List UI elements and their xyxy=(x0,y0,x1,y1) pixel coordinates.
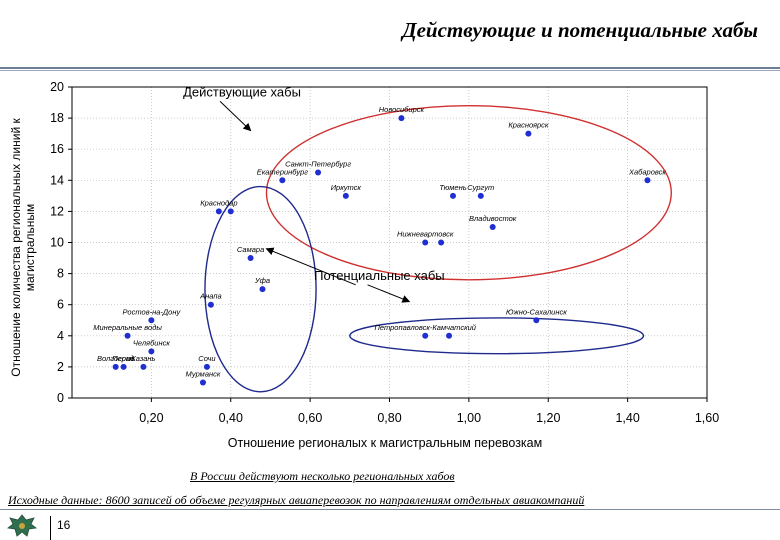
hub-ellipse xyxy=(204,185,317,393)
data-point-label: Тюмень xyxy=(439,183,466,192)
data-point-label: Челябинск xyxy=(133,338,170,347)
data-point-label: Сочи xyxy=(198,354,216,363)
y-tick-label: 16 xyxy=(50,142,64,156)
data-point-label: Владивосток xyxy=(469,214,517,223)
scatter-chart: 0 2 4 6 8 10 12 14 16 18 20 0,20 0,40 0,60 0,80 1,00 1,2… xyxy=(9,80,719,450)
data-point xyxy=(259,286,266,293)
data-point-label: Нижневартовск xyxy=(397,230,454,239)
annotation-label: Действующие хабы xyxy=(183,84,301,99)
data-point xyxy=(279,177,286,184)
data-point-label: Самара xyxy=(237,245,264,254)
x-tick-label: 1,00 xyxy=(457,411,481,425)
data-point xyxy=(247,255,254,262)
title-divider-thin xyxy=(0,70,780,71)
data-point xyxy=(112,363,119,370)
data-points: Новосибирск Красноярск Санкт-ПетербургЕкат… xyxy=(93,105,666,386)
x-tick-label: 0,60 xyxy=(298,411,322,425)
data-point-label: Ростов-на-Дону xyxy=(123,307,182,316)
data-point-label: Иркутск xyxy=(331,183,362,192)
data-point xyxy=(489,223,496,230)
y-tick-label: 4 xyxy=(57,329,64,343)
data-point-label: Пермь xyxy=(112,354,135,363)
y-axis-label: Отношение количества региональных линий … xyxy=(9,118,37,377)
x-tick-label: 0,80 xyxy=(377,411,401,425)
x-tick-label: 0,40 xyxy=(219,411,243,425)
data-point xyxy=(120,363,127,370)
data-point-label: Волгоград xyxy=(97,354,134,363)
data-point xyxy=(450,192,456,199)
data-point-label: Анапа xyxy=(199,292,222,301)
data-point xyxy=(422,239,429,246)
hub-ellipses xyxy=(204,104,672,393)
x-tick-label: 1,20 xyxy=(536,411,560,425)
y-axis-label-line1: Отношение количества региональных линий … xyxy=(9,118,23,377)
page-number-divider xyxy=(50,516,51,540)
y-tick-label: 10 xyxy=(50,236,64,250)
y-tick-label: 6 xyxy=(57,298,64,312)
data-point xyxy=(315,169,322,176)
data-point xyxy=(199,379,206,386)
data-point xyxy=(422,332,429,339)
annotation-arrow xyxy=(219,100,252,132)
data-point-label: Екатеринбург xyxy=(257,167,309,176)
data-point xyxy=(477,192,484,199)
page-title: Действующие и потенциальные хабы xyxy=(402,18,758,42)
data-point xyxy=(215,208,222,215)
y-tick-label: 2 xyxy=(57,360,64,374)
data-point-label: Мурманск xyxy=(186,369,221,378)
x-axis-label: Отношение регионалых к магистральным пер… xyxy=(228,436,542,450)
data-point xyxy=(342,192,349,199)
data-point xyxy=(398,115,405,122)
data-point xyxy=(148,348,155,355)
x-tick-label: 1,40 xyxy=(615,411,639,425)
data-point xyxy=(446,332,453,339)
y-tick-label: 8 xyxy=(57,267,64,281)
data-point-label: Красноярск xyxy=(508,121,549,130)
data-point-label: Казань xyxy=(131,354,155,363)
data-point-label: Санкт-Петербург xyxy=(285,160,351,169)
source-note: Исходные данные: 8600 записей об объеме … xyxy=(8,493,585,507)
y-tick-label: 20 xyxy=(50,80,64,94)
data-point xyxy=(525,130,532,137)
grid-lines xyxy=(72,86,708,399)
y-tick-label: 12 xyxy=(50,204,64,218)
annotation-label: Потенциальные хабы xyxy=(314,268,445,283)
annotation-arrow xyxy=(265,247,356,286)
data-point xyxy=(148,317,155,324)
data-point-label: Уфа xyxy=(254,276,270,285)
axes: 0 2 4 6 8 10 12 14 16 18 20 0,20 0,40 0,60 0,80 1,00 1,2… xyxy=(50,80,719,425)
data-point xyxy=(203,363,210,370)
data-point-label: Южно-Сахалинск xyxy=(506,307,567,316)
data-point xyxy=(207,301,214,308)
data-point-label: Краснодар xyxy=(200,198,237,207)
data-point-label: Новосибирск xyxy=(379,105,425,114)
data-point xyxy=(124,332,131,339)
hub-ellipse xyxy=(349,317,645,355)
data-point xyxy=(438,239,445,246)
data-point-label: Хабаровск xyxy=(628,167,666,176)
data-point xyxy=(227,208,234,215)
data-point xyxy=(644,177,651,184)
data-point xyxy=(533,317,540,324)
hub-ellipse xyxy=(265,104,672,281)
title-divider xyxy=(0,67,780,69)
data-point-label: Минеральные воды xyxy=(93,323,162,332)
y-axis-label-line2: магистральным xyxy=(23,204,37,292)
data-point-label: Сургут xyxy=(467,183,494,192)
data-point xyxy=(140,363,147,370)
ministry-emblem-icon xyxy=(7,514,37,537)
annotations: Действующие хабы Потенциальные хабы xyxy=(183,84,445,303)
y-tick-label: 14 xyxy=(50,173,64,187)
chart-caption: В России действуют несколько региональны… xyxy=(190,469,455,483)
footer-divider xyxy=(0,509,780,510)
y-tick-label: 18 xyxy=(50,111,64,125)
x-tick-label: 0,20 xyxy=(139,411,163,425)
x-tick-label: 1,60 xyxy=(695,411,719,425)
data-point-label: Петропавловск-Камчатский xyxy=(374,323,476,332)
annotation-arrow xyxy=(367,284,411,303)
page-number: 16 xyxy=(57,518,71,532)
y-tick-label: 0 xyxy=(57,391,64,405)
